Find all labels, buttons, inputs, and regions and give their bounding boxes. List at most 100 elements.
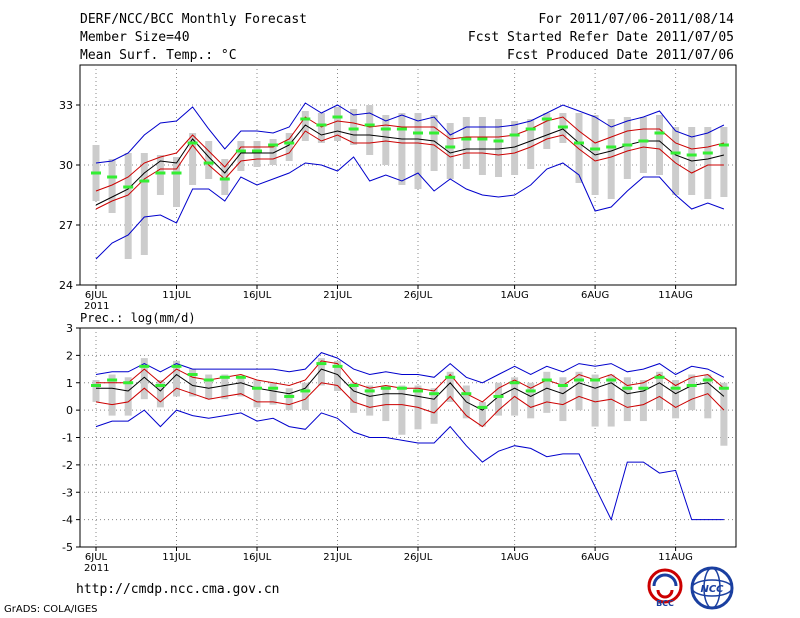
prec-green-marker <box>187 373 198 377</box>
prec-spread-box <box>92 380 100 402</box>
temp-year-label: 2011 <box>84 301 109 312</box>
chart-title: DERF/NCC/BCC Monthly Forecast <box>80 12 307 27</box>
temp-spread-box <box>140 153 148 255</box>
prec-green-marker <box>525 389 536 393</box>
temp-green-marker <box>541 117 552 121</box>
temp-ytick-label: 30 <box>59 159 73 172</box>
prec-green-marker <box>557 383 568 387</box>
temp-xtick-label: 21JUL <box>323 290 352 301</box>
prec-green-marker <box>139 364 150 368</box>
temp-xtick-label: 11AUG <box>658 290 693 301</box>
temp-spread-box <box>334 107 341 141</box>
temp-plot-frame <box>79 64 737 286</box>
prec-xtick-label: 6JUL <box>85 552 108 563</box>
prec-ytick-label: 3 <box>66 322 73 335</box>
prec-spread-box <box>607 374 615 427</box>
temp-green-marker <box>718 143 729 147</box>
temp-spread-box <box>205 141 213 179</box>
prec-spread-box <box>591 374 599 427</box>
fcst-produced-date: Fcst Produced Date 2011/07/06 <box>507 48 734 63</box>
prec-green-marker <box>203 378 214 382</box>
prec-spread-box <box>317 358 325 386</box>
temp-green-marker <box>203 161 214 165</box>
source-url[interactable]: http://cmdp.ncc.cma.gov.cn <box>76 582 280 597</box>
grads-credit: GrADS: COLA/IGES <box>4 604 98 615</box>
temp-spread-box <box>414 113 422 189</box>
prec-spread-box <box>269 382 277 405</box>
temp-green-marker <box>493 139 504 143</box>
temp-green-marker <box>171 171 182 175</box>
prec-green-marker <box>348 383 359 387</box>
prec-green-marker <box>638 386 649 390</box>
prec-spread-box <box>559 377 567 422</box>
prec-green-marker <box>622 386 633 390</box>
temp-green-marker <box>300 117 311 121</box>
prec-spread-box <box>704 374 712 419</box>
prec-upper-red-line <box>96 360 725 403</box>
temp-lower-blue-line <box>95 156 725 260</box>
temp-green-marker <box>316 123 327 127</box>
temp-green-marker <box>396 127 407 131</box>
temp-spread-box <box>221 159 229 195</box>
prec-green-marker <box>91 383 101 387</box>
prec-green-marker <box>268 386 279 390</box>
temp-green-marker <box>91 171 101 175</box>
prec-spread-box <box>237 377 245 397</box>
temp-green-marker <box>557 125 568 129</box>
prec-spread-box <box>189 369 197 397</box>
temp-green-marker <box>284 141 295 145</box>
temp-spread-box <box>189 133 197 185</box>
temp-green-marker <box>429 131 440 135</box>
prec-spread-box <box>221 374 229 400</box>
prec-green-marker <box>477 405 488 409</box>
temp-spread-box <box>478 117 486 175</box>
prec-green-marker <box>219 375 230 379</box>
temp-green-marker <box>219 177 230 181</box>
prec-xtick-label: 6AUG <box>581 552 609 563</box>
temp-spread-box <box>382 115 390 165</box>
prec-spread-box <box>527 382 535 419</box>
prec-ytick-label: -1 <box>62 432 73 445</box>
ncc-logo: NCC <box>690 566 734 610</box>
temp-spread-box <box>527 119 535 169</box>
temp-green-marker <box>686 153 697 157</box>
prec-spread-box <box>720 382 728 446</box>
prec-green-marker <box>107 378 118 382</box>
prec-green-marker <box>380 386 391 390</box>
temp-upper-blue-line <box>95 102 725 164</box>
prec-upper-blue-line <box>95 352 725 384</box>
prec-green-marker <box>235 375 246 379</box>
temp-green-marker <box>654 131 665 135</box>
temp-green-marker <box>477 137 488 141</box>
prec-spread-box <box>124 377 132 416</box>
prec-green-marker <box>606 378 617 382</box>
temp-lower-red-line <box>95 130 724 210</box>
forecast-range: For 2011/07/06-2011/08/14 <box>538 12 734 27</box>
temp-spread-box <box>108 159 116 213</box>
temp-spread-box <box>704 127 712 199</box>
prec-lower-red-line <box>95 382 725 428</box>
prec-green-marker <box>300 389 311 393</box>
temp-green-marker <box>622 143 633 147</box>
prec-green-marker <box>123 381 134 385</box>
prec-green-marker <box>284 394 295 398</box>
prec-xtick-label: 11AUG <box>658 552 693 563</box>
temp-spread-box <box>607 119 615 199</box>
prec-spread-box <box>430 388 438 424</box>
temp-spread-box <box>269 139 277 165</box>
prec-xtick-label: 21JUL <box>323 552 352 563</box>
temp-green-marker <box>445 145 456 149</box>
prec-spread-box <box>140 358 148 400</box>
prec-spread-box <box>478 401 486 427</box>
prec-spread-box <box>205 374 213 400</box>
prec-green-marker <box>252 386 262 390</box>
temp-spread-box <box>656 115 663 175</box>
prec-spread-box <box>334 360 341 391</box>
temp-green-marker <box>187 141 198 145</box>
temp-spread-box <box>623 117 631 179</box>
temp-spread-box <box>253 141 261 167</box>
temp-spread-box <box>672 127 680 195</box>
ncc-logo-text: NCC <box>700 584 724 595</box>
temp-spread-box <box>462 117 470 169</box>
prec-green-marker <box>654 375 665 379</box>
